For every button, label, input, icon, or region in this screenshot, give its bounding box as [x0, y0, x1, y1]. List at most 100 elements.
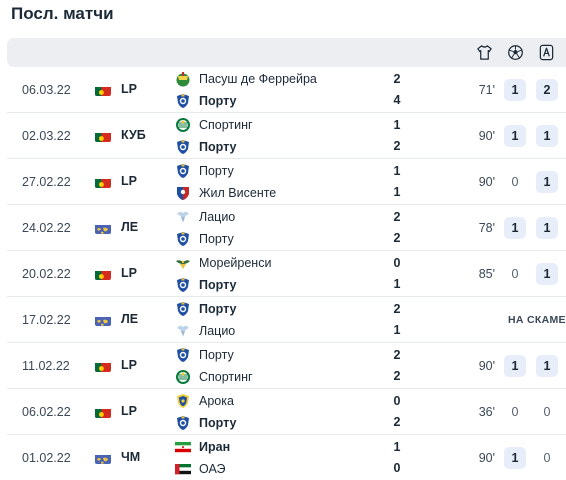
goals-value: 1	[504, 217, 526, 239]
assists-value: 1	[536, 171, 558, 193]
portugal-flag-icon	[95, 407, 111, 418]
home-team[interactable]: Порту	[175, 299, 395, 319]
competition-label[interactable]: ЧМ	[121, 450, 141, 464]
away-team-name[interactable]: Порту	[199, 140, 237, 154]
away-score: 2	[393, 139, 401, 153]
competition-label[interactable]: КУБ	[121, 128, 146, 142]
away-team[interactable]: Спортинг	[175, 367, 395, 387]
away-team[interactable]: Жил Висенте	[175, 183, 395, 203]
away-team[interactable]: Порту	[175, 413, 395, 433]
competition-label[interactable]: ЛЕ	[121, 312, 139, 326]
home-score: 0	[393, 394, 401, 408]
goals-value: 1	[504, 125, 526, 147]
away-score: 1	[393, 323, 401, 337]
home-team-name[interactable]: Пасуш де Феррейра	[199, 72, 317, 86]
home-team[interactable]: Иран	[175, 437, 395, 457]
assists-value: 1	[536, 217, 558, 239]
home-team-name[interactable]: Морейренси	[199, 256, 272, 270]
match-row[interactable]: 27.02.22 LP Порту 1 Жил Висенте 1 90' 0 1	[7, 159, 566, 205]
away-team[interactable]: Порту	[175, 137, 395, 157]
away-team-name[interactable]: Спортинг	[199, 370, 253, 384]
portugal-flag-icon	[95, 177, 111, 188]
shirt-icon[interactable]	[476, 44, 493, 61]
away-score: 2	[393, 369, 401, 383]
home-score: 2	[393, 210, 401, 224]
away-team-name[interactable]: Порту	[199, 94, 237, 108]
home-team[interactable]: Арока	[175, 391, 395, 411]
home-team[interactable]: Лацио	[175, 207, 395, 227]
home-team[interactable]: Спортинг	[175, 115, 395, 135]
arouca-logo-icon	[175, 393, 191, 409]
competition-label[interactable]: LP	[121, 174, 137, 188]
assists-value: 1	[536, 125, 558, 147]
away-team[interactable]: Порту	[175, 229, 395, 249]
home-team-name[interactable]: Порту	[199, 164, 234, 178]
competition-label[interactable]: ЛЕ	[121, 220, 139, 234]
competition-label[interactable]: LP	[121, 82, 137, 96]
away-team-name[interactable]: Лацио	[199, 324, 236, 338]
minutes-played: 71'	[478, 83, 495, 97]
match-row[interactable]: 02.03.22 КУБ Спортинг 1 Порту 2 90' 1 1	[7, 113, 566, 159]
home-team-name[interactable]: Арока	[199, 394, 234, 408]
away-team-name[interactable]: ОАЭ	[199, 462, 226, 476]
home-score: 2	[393, 348, 401, 362]
ball-icon[interactable]	[507, 44, 524, 61]
minutes-played: 90'	[478, 175, 495, 189]
home-team[interactable]: Порту	[175, 161, 395, 181]
match-row[interactable]: 06.02.22 LP Арока 0 Порту 2 36' 0 0	[7, 389, 566, 435]
assists-value: 2	[536, 79, 558, 101]
competition-label[interactable]: LP	[121, 358, 137, 372]
europe-flag-icon	[95, 315, 111, 326]
home-team[interactable]: Морейренси	[175, 253, 395, 273]
porto-logo-icon	[175, 301, 191, 317]
match-row[interactable]: 11.02.22 LP Порту 2 Спортинг 2 90' 1 1	[7, 343, 566, 389]
lazio-logo-icon	[175, 209, 191, 225]
home-team[interactable]: Порту	[175, 345, 395, 365]
match-date: 06.02.22	[22, 405, 71, 419]
match-date: 01.02.22	[22, 451, 71, 465]
home-team[interactable]: Пасуш де Феррейра	[175, 69, 395, 89]
competition-label[interactable]: LP	[121, 404, 137, 418]
away-team-name[interactable]: Порту	[199, 416, 237, 430]
porto-logo-icon	[175, 347, 191, 363]
goals-value: 0	[511, 267, 519, 281]
away-team[interactable]: Порту	[175, 91, 395, 111]
europe-flag-icon	[95, 223, 111, 234]
away-team[interactable]: Лацио	[175, 321, 395, 341]
home-team-name[interactable]: Спортинг	[199, 118, 253, 132]
match-row[interactable]: 17.02.22 ЛЕ Порту 2 Лацио 1 НА СКАМЕЙКЕ	[7, 297, 566, 343]
home-team-name[interactable]: Порту	[199, 348, 234, 362]
assist-icon[interactable]	[538, 44, 555, 61]
home-team-name[interactable]: Лацио	[199, 210, 236, 224]
away-score: 0	[393, 461, 401, 475]
goals-value: 0	[511, 175, 519, 189]
match-date: 11.02.22	[22, 359, 70, 373]
page-title: Посл. матчи	[11, 4, 114, 23]
away-team-name[interactable]: Порту	[199, 232, 234, 246]
away-team-name[interactable]: Жил Висенте	[199, 186, 277, 200]
match-row[interactable]: 24.02.22 ЛЕ Лацио 2 Порту 2 78' 1 1	[7, 205, 566, 251]
porto-logo-icon	[175, 415, 191, 431]
minutes-played: 85'	[478, 267, 495, 281]
home-score: 1	[393, 440, 401, 454]
away-team[interactable]: ОАЭ	[175, 459, 395, 479]
home-team-name[interactable]: Иран	[199, 440, 231, 454]
minutes-played: 90'	[478, 451, 495, 465]
match-row[interactable]: 20.02.22 LP Морейренси 0 Порту 1 85' 0 1	[7, 251, 566, 297]
match-date: 06.03.22	[22, 83, 71, 97]
porto-logo-icon	[175, 139, 191, 155]
match-row[interactable]: 06.03.22 LP Пасуш де Феррейра 2 Порту 4 71' 1 2	[7, 67, 566, 113]
sporting-logo-icon	[175, 369, 191, 385]
away-team-name[interactable]: Порту	[199, 278, 237, 292]
competition-label[interactable]: LP	[121, 266, 137, 280]
minutes-played: 90'	[478, 129, 495, 143]
moreirense-logo-icon	[175, 255, 191, 271]
away-team[interactable]: Порту	[175, 275, 395, 295]
home-team-name[interactable]: Порту	[199, 302, 237, 316]
portugal-flag-icon	[95, 269, 111, 280]
portugal-flag-icon	[95, 85, 111, 96]
porto-logo-icon	[175, 277, 191, 293]
match-row[interactable]: 01.02.22 ЧМ Иран 1 ОАЭ 0 90' 1 0	[7, 435, 566, 480]
porto-logo-icon	[175, 231, 191, 247]
porto-logo-icon	[175, 93, 191, 109]
